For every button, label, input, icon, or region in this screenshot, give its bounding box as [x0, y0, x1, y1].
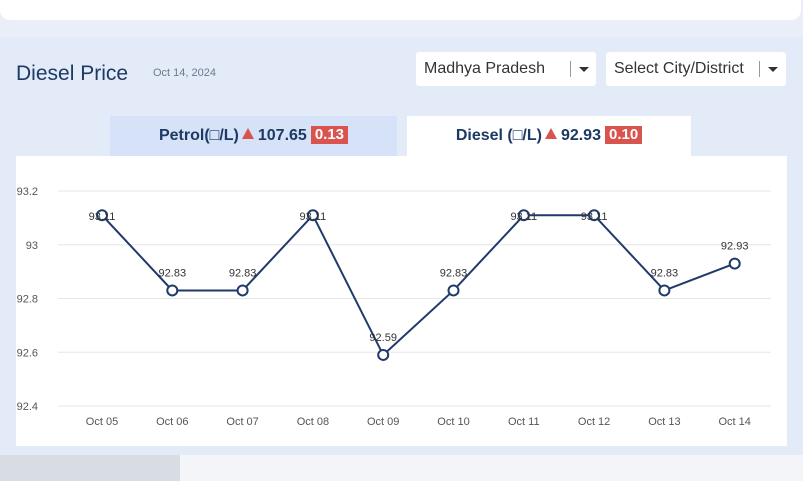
- data-label-4: 92.59: [369, 332, 397, 344]
- data-point-3[interactable]: [306, 209, 319, 222]
- tab-petrol[interactable]: Petrol(□/L) 107.65 0.13: [110, 116, 397, 156]
- city-select-separator: [759, 61, 760, 77]
- data-label-6: 93.11: [510, 211, 537, 223]
- y-tick-label-4: 92.4: [17, 401, 38, 413]
- data-point-6[interactable]: [517, 209, 530, 222]
- tab-petrol-price: 107.65: [257, 127, 307, 144]
- city-select[interactable]: Select City/District: [606, 52, 786, 86]
- data-point-2[interactable]: [236, 284, 249, 297]
- y-tick-label-0: 93.2: [17, 186, 38, 198]
- data-label-0: 93.11: [89, 211, 116, 223]
- chevron-down-icon[interactable]: [579, 67, 589, 72]
- tab-petrol-label: Petrol(□/L): [158, 127, 239, 144]
- data-points: [96, 209, 741, 361]
- horizontal-scrollbar[interactable]: [0, 455, 180, 481]
- chart-card: 93.2 93 92.8 92.6 92.4 Oct 05 Oct 06 Oct 07 Oct…: [16, 156, 787, 446]
- x-tick-label-5: Oct 10: [437, 416, 469, 428]
- data-point-1[interactable]: [166, 284, 179, 297]
- x-tick-label-0: Oct 05: [86, 416, 118, 428]
- price-up-icon: [544, 128, 557, 139]
- page-title: Diesel Price: [16, 62, 129, 85]
- tab-petrol-change-badge: 0.13: [310, 126, 349, 144]
- data-point-4[interactable]: [377, 348, 390, 361]
- data-point-5[interactable]: [447, 284, 460, 297]
- x-tick-labels: Oct 05 Oct 06 Oct 07 Oct 08 Oct 09 Oct 10 Oct …: [86, 416, 751, 428]
- x-tick-label-1: Oct 06: [156, 416, 188, 428]
- y-tick-label-2: 92.8: [17, 294, 38, 306]
- x-tick-label-6: Oct 11: [508, 416, 540, 428]
- data-point-8[interactable]: [658, 284, 671, 297]
- price-up-icon: [241, 128, 254, 139]
- state-select-separator: [570, 61, 571, 77]
- y-tick-label-3: 92.6: [17, 347, 38, 359]
- top-card: [0, 0, 801, 20]
- state-select-value: Madhya Pradesh: [424, 60, 545, 77]
- x-tick-label-3: Oct 08: [297, 416, 329, 428]
- data-label-8: 92.83: [651, 267, 679, 279]
- x-tick-label-2: Oct 07: [226, 416, 258, 428]
- data-point-0[interactable]: [96, 209, 108, 222]
- y-tick-labels: 93.2 93 92.8 92.6 92.4: [17, 186, 38, 413]
- data-label-5: 92.83: [440, 267, 468, 279]
- x-tick-label-9: Oct 14: [718, 416, 750, 428]
- series-line: [101, 213, 736, 357]
- grid-layer: [58, 190, 771, 407]
- tab-diesel-price: 92.93: [560, 127, 601, 144]
- data-labels: 93.11 92.83 92.83 93.11 92.59 92.83 93.11 93.11…: [89, 211, 749, 344]
- data-label-3: 93.11: [300, 211, 327, 223]
- tab-diesel-change-badge: 0.10: [604, 126, 643, 144]
- data-label-2: 92.83: [229, 267, 257, 279]
- city-select-value: Select City/District: [614, 60, 744, 77]
- price-date: Oct 14, 2024: [153, 67, 216, 79]
- chevron-down-icon[interactable]: [768, 67, 778, 72]
- data-point-9[interactable]: [728, 257, 741, 270]
- data-point-7[interactable]: [588, 209, 601, 222]
- x-tick-label-4: Oct 09: [367, 416, 399, 428]
- state-select[interactable]: Madhya Pradesh: [416, 52, 596, 86]
- data-label-7: 93.11: [581, 211, 608, 223]
- data-label-1: 92.83: [159, 267, 187, 279]
- y-tick-label-1: 93: [26, 240, 38, 252]
- data-label-9: 92.93: [721, 241, 749, 253]
- x-tick-label-8: Oct 13: [648, 416, 680, 428]
- tab-diesel[interactable]: Diesel (□/L) 92.93 0.10: [407, 116, 691, 156]
- tab-diesel-label: Diesel (□/L): [455, 127, 542, 144]
- x-tick-label-7: Oct 12: [578, 416, 610, 428]
